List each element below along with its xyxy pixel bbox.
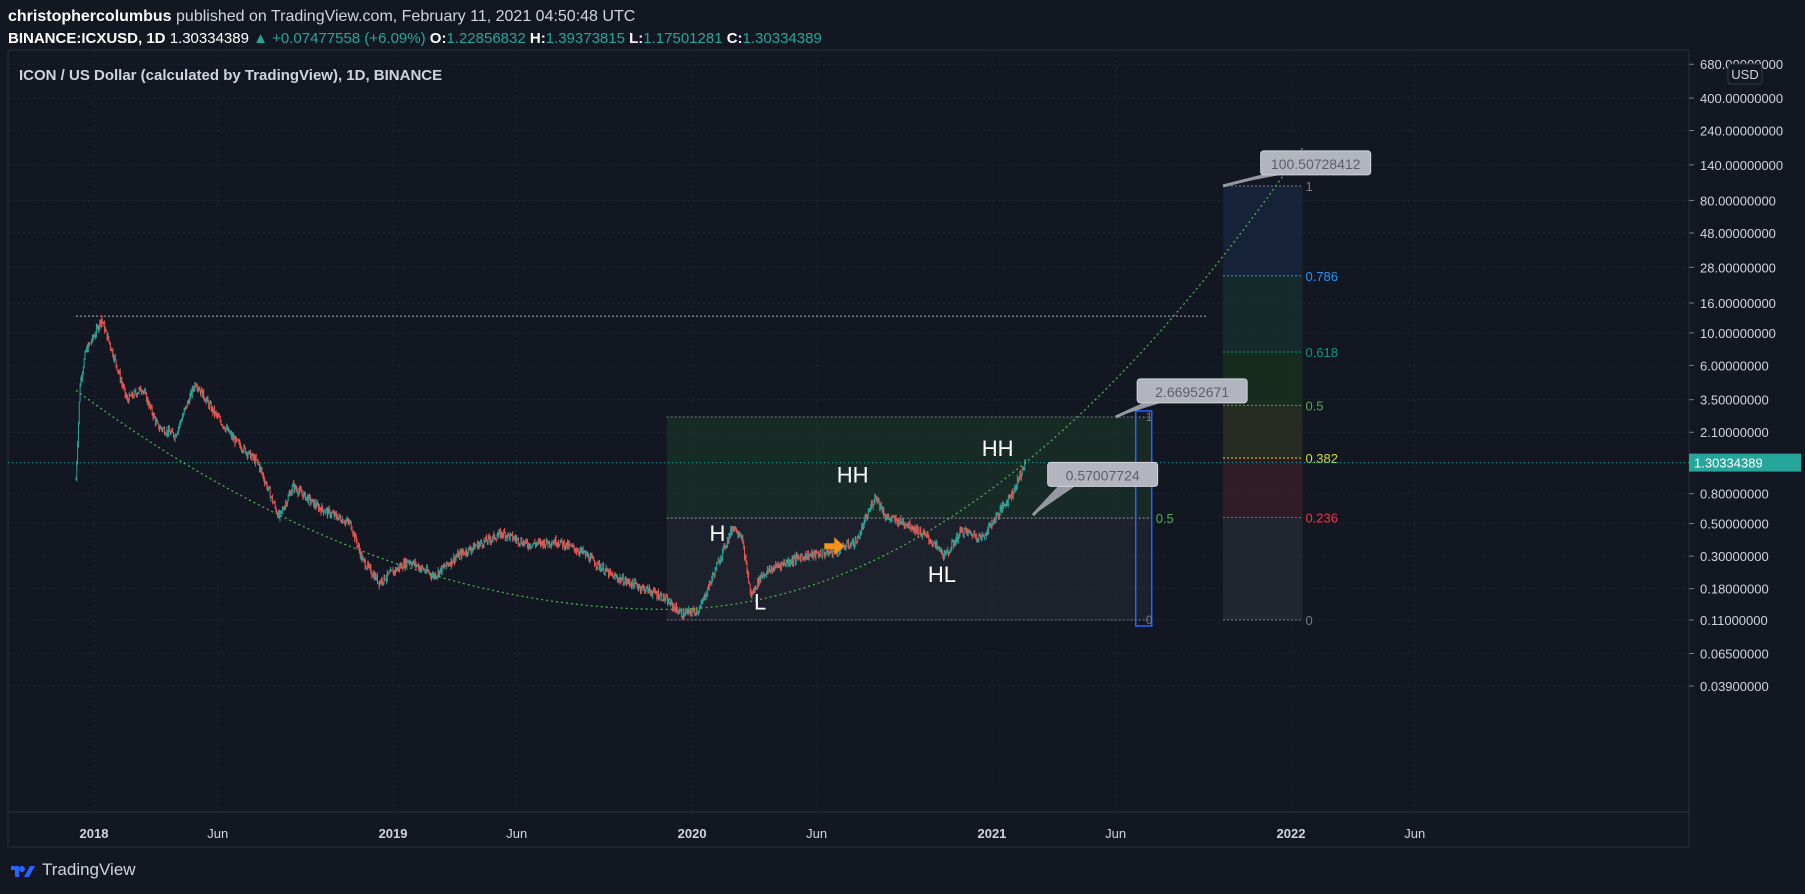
- fib-label: 0.5: [1305, 398, 1323, 413]
- close-value: 1.30334389: [742, 30, 822, 47]
- y-tick-label: 140.00000000: [1700, 158, 1783, 173]
- callout-box: [1047, 461, 1159, 487]
- footer: TradingView: [10, 860, 136, 880]
- price-callout: 2.66952671: [1115, 378, 1248, 419]
- author-name[interactable]: christophercolumbus: [8, 8, 172, 25]
- ohlc-line: BINANCE:ICXUSD, 1D 1.30334389 ▲ +0.07477…: [8, 28, 822, 50]
- up-arrow-icon: ▲: [253, 30, 268, 47]
- fib-zone: [1222, 185, 1303, 276]
- pattern-label: HH: [837, 463, 869, 488]
- pattern-label: HL: [928, 562, 956, 587]
- callout-text: 0.57007724: [1066, 467, 1140, 483]
- y-tick-label: 0.03900000: [1700, 679, 1769, 694]
- close-label: C:: [726, 30, 743, 47]
- pattern-label: L: [754, 589, 766, 614]
- fib-zone: [1222, 517, 1303, 620]
- fib-label: 0.786: [1305, 269, 1338, 284]
- y-tick-label: 0.18000000: [1700, 582, 1769, 597]
- fib-zone-lower: [666, 518, 1152, 620]
- x-tick-label: 2021: [977, 826, 1006, 841]
- high-value: 1.39373815: [545, 30, 625, 47]
- fib-zone: [1222, 275, 1303, 353]
- x-tick-label: 2018: [80, 826, 109, 841]
- y-tick-label: 240.00000000: [1700, 124, 1783, 139]
- callout-box: [1260, 150, 1372, 176]
- fib-label: 0.5: [1156, 511, 1174, 526]
- tradingview-logo-icon[interactable]: [10, 862, 36, 878]
- change-value: +0.07477558 (+6.09%): [272, 30, 426, 47]
- price-axis[interactable]: 680.00000000400.00000000240.00000000140.…: [1689, 57, 1801, 694]
- x-tick-label: Jun: [1404, 826, 1425, 841]
- fib-label: 1: [1305, 179, 1312, 194]
- open-value: 1.22856832: [446, 30, 526, 47]
- callout-box: [1136, 378, 1248, 404]
- x-tick-label: Jun: [207, 826, 228, 841]
- fib-label: 0: [1146, 613, 1153, 627]
- parabolic-curve: [75, 145, 1305, 611]
- x-tick-label: 2020: [678, 826, 707, 841]
- arrow-right-icon: [824, 537, 845, 556]
- fib-label: 1: [1146, 410, 1153, 424]
- symbol-label: BINANCE:ICXUSD, 1D: [8, 30, 166, 47]
- pattern-label: H: [710, 521, 726, 546]
- fib-label: 0: [1305, 613, 1312, 628]
- legend-title: ICON / US Dollar (calculated by TradingV…: [19, 67, 443, 84]
- parabola-path: [75, 145, 1305, 611]
- currency-badge[interactable]: USD: [1727, 63, 1763, 85]
- x-tick-label: 2019: [379, 826, 408, 841]
- low-label: L:: [629, 30, 644, 47]
- y-tick-label: 0.11000000: [1700, 613, 1768, 628]
- last-price-bg: [1689, 453, 1801, 472]
- y-tick-label: 48.00000000: [1700, 226, 1776, 241]
- y-tick-label: 0.06500000: [1700, 646, 1769, 661]
- x-tick-label: Jun: [506, 826, 527, 841]
- fib-zone: [1222, 458, 1303, 518]
- y-tick-label: 0.30000000: [1700, 549, 1769, 564]
- fib-range-marker: [1134, 410, 1153, 627]
- currency-label: USD: [1731, 67, 1758, 82]
- open-label: O:: [429, 30, 447, 47]
- fib-zone: [1222, 405, 1303, 459]
- price-callout: 0.57007724: [1031, 461, 1159, 517]
- candlesticks: [75, 315, 1027, 620]
- publisher-line: christophercolumbus published on Trading…: [8, 6, 822, 28]
- y-tick-label: 80.00000000: [1700, 193, 1776, 208]
- y-tick-label: 0.80000000: [1700, 487, 1769, 502]
- y-tick-label: 2.10000000: [1700, 425, 1769, 440]
- y-tick-label: 400.00000000: [1700, 91, 1783, 106]
- y-tick-label: 6.00000000: [1700, 358, 1769, 373]
- callout-text: 100.50728412: [1271, 156, 1361, 172]
- fib-label: 0.382: [1305, 451, 1338, 466]
- high-label: H:: [529, 30, 546, 47]
- y-tick-label: 28.00000000: [1700, 260, 1776, 275]
- pattern-label: HH: [982, 436, 1014, 461]
- last-price: 1.30334389: [169, 30, 249, 47]
- x-tick-label: 2022: [1277, 826, 1306, 841]
- y-tick-label: 3.50000000: [1700, 393, 1769, 408]
- low-value: 1.17501281: [643, 30, 723, 47]
- y-tick-label: 0.50000000: [1700, 517, 1769, 532]
- brand-name[interactable]: TradingView: [42, 860, 136, 879]
- fib-label: 0.618: [1305, 345, 1338, 360]
- fib-retracements: 1 0.5 0 1 0.786 0.618 0.5 0.382 0.236 0: [8, 179, 1689, 628]
- time-axis[interactable]: 2018 Jun 2019 Jun 2020 Jun 2021 Jun 2022 Jun: [80, 826, 1426, 841]
- x-tick-label: Jun: [1105, 826, 1126, 841]
- last-price-tag: 1.30334389: [1689, 453, 1801, 472]
- y-tick-label: 16.00000000: [1700, 296, 1776, 311]
- y-tick-label: 10.00000000: [1700, 326, 1776, 341]
- price-callout: 100.50728412: [1222, 150, 1372, 188]
- chart-header: christophercolumbus published on Trading…: [8, 6, 822, 50]
- x-tick-label: Jun: [806, 826, 827, 841]
- fib-label: 0.236: [1305, 511, 1338, 526]
- published-text: published on TradingView.com, February 1…: [176, 8, 636, 25]
- callout-text: 2.66952671: [1155, 384, 1229, 400]
- last-price-label: 1.30334389: [1694, 456, 1763, 471]
